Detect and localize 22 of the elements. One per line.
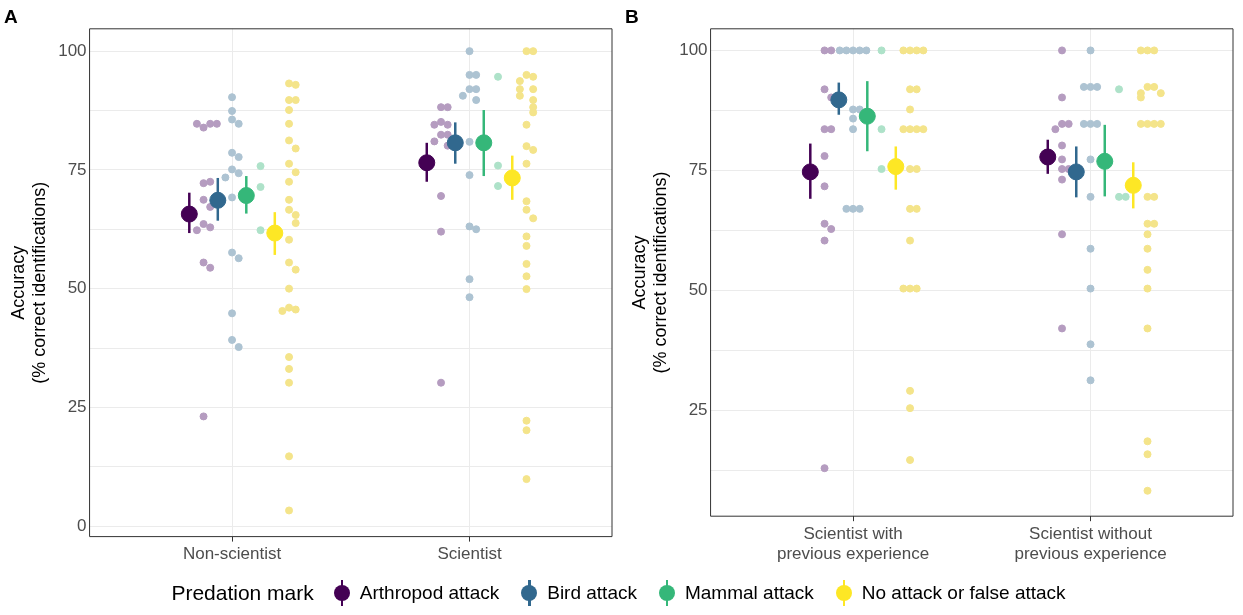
y-tick-label: 100 — [58, 40, 87, 60]
y-tick-label: 50 — [67, 278, 87, 298]
y-tick-label: 100 — [679, 40, 708, 60]
legend-label: Arthropod attack — [359, 582, 500, 604]
y-tick-label: 25 — [688, 400, 708, 420]
x-tick-label: Scientist — [437, 544, 502, 564]
y-tick-label: 75 — [688, 160, 708, 180]
x-tick-label: Scientist with previous experience — [776, 524, 930, 564]
chart-title: A — [4, 5, 18, 27]
y-tick-label: 0 — [77, 515, 87, 535]
legend-label: No attack or false attack — [861, 582, 1066, 604]
y-axis-title: Accuracy (% correct identifications) — [628, 171, 671, 374]
y-tick-label: 75 — [67, 159, 87, 179]
legend-title: Predation mark — [171, 581, 314, 605]
y-axis-title: Accuracy (% correct identifications) — [7, 181, 50, 384]
y-tick-label: 25 — [67, 397, 87, 417]
legend-label: Bird attack — [547, 582, 637, 604]
legend-label: Mammal attack — [684, 582, 814, 604]
x-tick-label: Scientist without previous experience — [1014, 524, 1167, 564]
chart-title: B — [625, 5, 639, 27]
y-tick-label: 50 — [688, 280, 708, 300]
x-tick-label: Non-scientist — [182, 544, 282, 564]
